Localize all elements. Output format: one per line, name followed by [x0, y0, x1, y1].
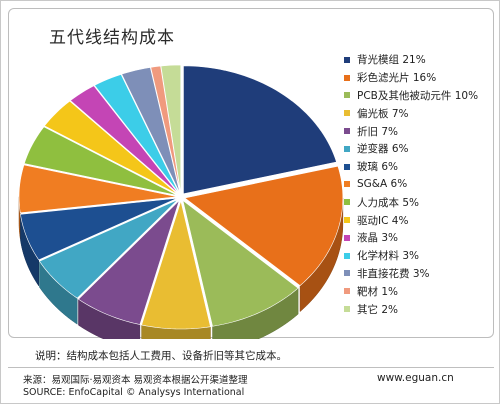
legend-item: PCB及其他被动元件 10%: [344, 87, 500, 105]
pie-slice: 彩色滤光片 16%: [184, 165, 344, 287]
source-english: SOURCE: EnfoCapital © Analysys Internati…: [23, 387, 245, 398]
legend-item: 靶材 1%: [344, 282, 500, 300]
pie-slice: 其它 2%: [160, 64, 182, 194]
legend-label: 人力成本 5%: [357, 196, 419, 209]
source-chinese: 来源：易观国际·易观资本 易观资本根据公开渠道整理: [23, 375, 248, 386]
legend-swatch: [344, 128, 350, 135]
legend-item: 非直接花费 3%: [344, 265, 500, 283]
legend-item: 其它 2%: [344, 300, 500, 318]
legend-swatch: [344, 74, 350, 81]
legend-label: 其它 2%: [357, 303, 398, 316]
legend-label: 偏光板 7%: [357, 107, 409, 120]
legend-swatch: [344, 288, 350, 295]
legend-swatch: [344, 217, 350, 224]
footer-divider: [8, 367, 494, 368]
legend-swatch: [344, 181, 350, 188]
chart-title: 五代线结构成本: [49, 28, 175, 48]
pie-chart: 背光模组 21%彩色滤光片 16%PCB及其他被动元件 10%偏光板 7%折旧 …: [18, 64, 344, 339]
legend-item: 玻璃 6%: [344, 158, 500, 176]
legend-label: 化学材料 3%: [357, 250, 419, 263]
legend-label: 背光模组 21%: [357, 54, 426, 67]
pie-slice: 化学材料 3%: [94, 74, 180, 194]
pie-slice: PCB及其他被动元件 10%: [182, 199, 299, 327]
legend-label: 液晶 3%: [357, 232, 398, 245]
legend-label: 靶材 1%: [357, 285, 398, 298]
legend-label: PCB及其他被动元件 10%: [357, 89, 479, 102]
pie-slice: 逆变器 6%: [39, 199, 179, 299]
legend-swatch: [344, 270, 350, 277]
pie-slice: 靶材 1%: [150, 65, 181, 194]
legend-item: 折旧 7%: [344, 122, 500, 140]
legend-item: 人力成本 5%: [344, 193, 500, 211]
pie-slice: 非直接花费 3%: [121, 67, 181, 194]
legend-swatch: [344, 163, 350, 170]
legend-swatch: [344, 92, 350, 99]
legend-item: 液晶 3%: [344, 229, 500, 247]
pie-slice: 玻璃 6%: [20, 197, 178, 261]
chart-panel: 五代线结构成本 背光模组 21% 彩色滤光片 16% PCB及其他被动元件 10% 偏…: [8, 8, 494, 339]
pie-slice: 液晶 3%: [69, 85, 179, 195]
legend-item: 偏光板 7%: [344, 104, 500, 122]
legend-swatch: [344, 306, 350, 313]
legend-swatch: [344, 56, 350, 63]
legend-swatch: [344, 234, 350, 241]
legend-label: 驱动IC 4%: [357, 214, 409, 227]
legend-label: 玻璃 6%: [357, 161, 398, 174]
chart-legend: 背光模组 21% 彩色滤光片 16% PCB及其他被动元件 10% 偏光板 7% 折旧 …: [344, 51, 500, 318]
legend-label: 非直接花费 3%: [357, 267, 430, 280]
website-link[interactable]: www.eguan.cn: [377, 372, 454, 384]
legend-item: 驱动IC 4%: [344, 211, 500, 229]
legend-item: SG&A 6%: [344, 176, 500, 194]
pie-slice: 背光模组 21%: [183, 65, 337, 195]
legend-label: 逆变器 6%: [357, 143, 409, 156]
legend-swatch: [344, 145, 350, 152]
pie-slice: SG&A 6%: [18, 164, 178, 214]
legend-item: 彩色滤光片 16%: [344, 69, 500, 87]
pie-slice: 偏光板 7%: [141, 199, 211, 330]
legend-label: SG&A 6%: [357, 178, 408, 191]
pie-slice: 人力成本 5%: [23, 126, 178, 196]
legend-swatch: [344, 199, 350, 206]
chart-note: 说明：结构成本包括人工费用、设备折旧等其它成本。: [35, 350, 287, 362]
legend-item: 背光模组 21%: [344, 51, 500, 69]
legend-label: 折旧 7%: [357, 125, 398, 138]
legend-swatch: [344, 252, 350, 259]
pie-slice: 驱动IC 4%: [44, 100, 179, 195]
legend-label: 彩色滤光片 16%: [357, 72, 437, 85]
legend-swatch: [344, 110, 350, 117]
legend-item: 化学材料 3%: [344, 247, 500, 265]
pie-slice: 折旧 7%: [77, 200, 180, 325]
legend-item: 逆变器 6%: [344, 140, 500, 158]
